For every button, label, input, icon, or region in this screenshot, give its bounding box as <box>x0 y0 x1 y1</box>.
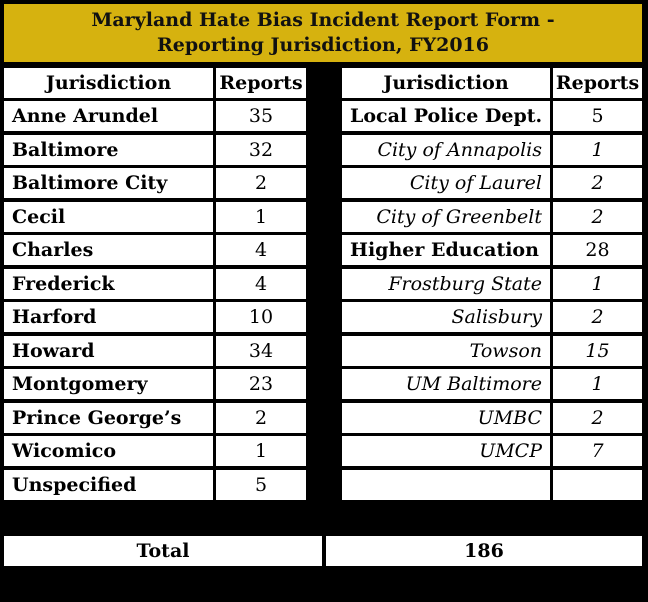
title-line-1: Maryland Hate Bias Incident Report Form … <box>91 9 555 31</box>
right-row-reports: 1 <box>553 135 642 165</box>
right-row-reports: 2 <box>553 202 642 232</box>
right-row-name: Salisbury <box>342 302 550 332</box>
left-row-name: Prince George’s <box>4 403 213 433</box>
left-row-reports: 5 <box>216 470 306 500</box>
right-row-name: City of Laurel <box>342 168 550 198</box>
header-left-jurisdiction: Jurisdiction <box>4 68 213 98</box>
left-row-reports: 23 <box>216 369 306 399</box>
right-row-name: UMBC <box>342 403 550 433</box>
right-row-reports: 7 <box>553 436 642 466</box>
right-row-reports: 2 <box>553 168 642 198</box>
left-row-reports: 4 <box>216 269 306 299</box>
right-row-name: Higher Education <box>342 235 550 265</box>
left-row-name: Frederick <box>4 269 213 299</box>
left-row-reports: 10 <box>216 302 306 332</box>
left-row-name: Baltimore City <box>4 168 213 198</box>
right-row-name: Towson <box>342 336 550 366</box>
left-row-name: Wicomico <box>4 436 213 466</box>
header-right-jurisdiction: Jurisdiction <box>342 68 550 98</box>
header-right-reports: Reports <box>553 68 642 98</box>
left-row-reports: 2 <box>216 168 306 198</box>
right-row-name: UM Baltimore <box>342 369 550 399</box>
right-row-reports: 28 <box>553 235 642 265</box>
right-row-reports: 5 <box>553 101 642 131</box>
right-row-reports: 1 <box>553 269 642 299</box>
left-row-name: Charles <box>4 235 213 265</box>
left-row-reports: 1 <box>216 202 306 232</box>
right-row-name: Frostburg State <box>342 269 550 299</box>
left-row-name: Baltimore <box>4 135 213 165</box>
left-row-reports: 4 <box>216 235 306 265</box>
right-row-reports: 1 <box>553 369 642 399</box>
total-value: 186 <box>326 536 642 566</box>
title-line-2: Reporting Jurisdiction, FY2016 <box>157 34 489 56</box>
left-row-name: Cecil <box>4 202 213 232</box>
right-row-name: UMCP <box>342 436 550 466</box>
left-row-reports: 32 <box>216 135 306 165</box>
right-row-name: City of Greenbelt <box>342 202 550 232</box>
right-row-reports: 2 <box>553 302 642 332</box>
right-row-reports: 2 <box>553 403 642 433</box>
right-row-name: City of Annapolis <box>342 135 550 165</box>
header-left-reports: Reports <box>216 68 306 98</box>
left-row-name: Anne Arundel <box>4 101 213 131</box>
right-row-name: Local Police Dept. <box>342 101 550 131</box>
right-row-reports: 15 <box>553 336 642 366</box>
table-title: Maryland Hate Bias Incident Report Form … <box>4 4 642 62</box>
left-row-reports: 1 <box>216 436 306 466</box>
left-row-reports: 34 <box>216 336 306 366</box>
left-row-name: Unspecified <box>4 470 213 500</box>
total-label: Total <box>4 536 322 566</box>
right-row-name <box>342 470 550 500</box>
left-row-reports: 35 <box>216 101 306 131</box>
left-row-name: Harford <box>4 302 213 332</box>
left-row-name: Howard <box>4 336 213 366</box>
left-row-name: Montgomery <box>4 369 213 399</box>
left-row-reports: 2 <box>216 403 306 433</box>
right-row-reports <box>553 470 642 500</box>
